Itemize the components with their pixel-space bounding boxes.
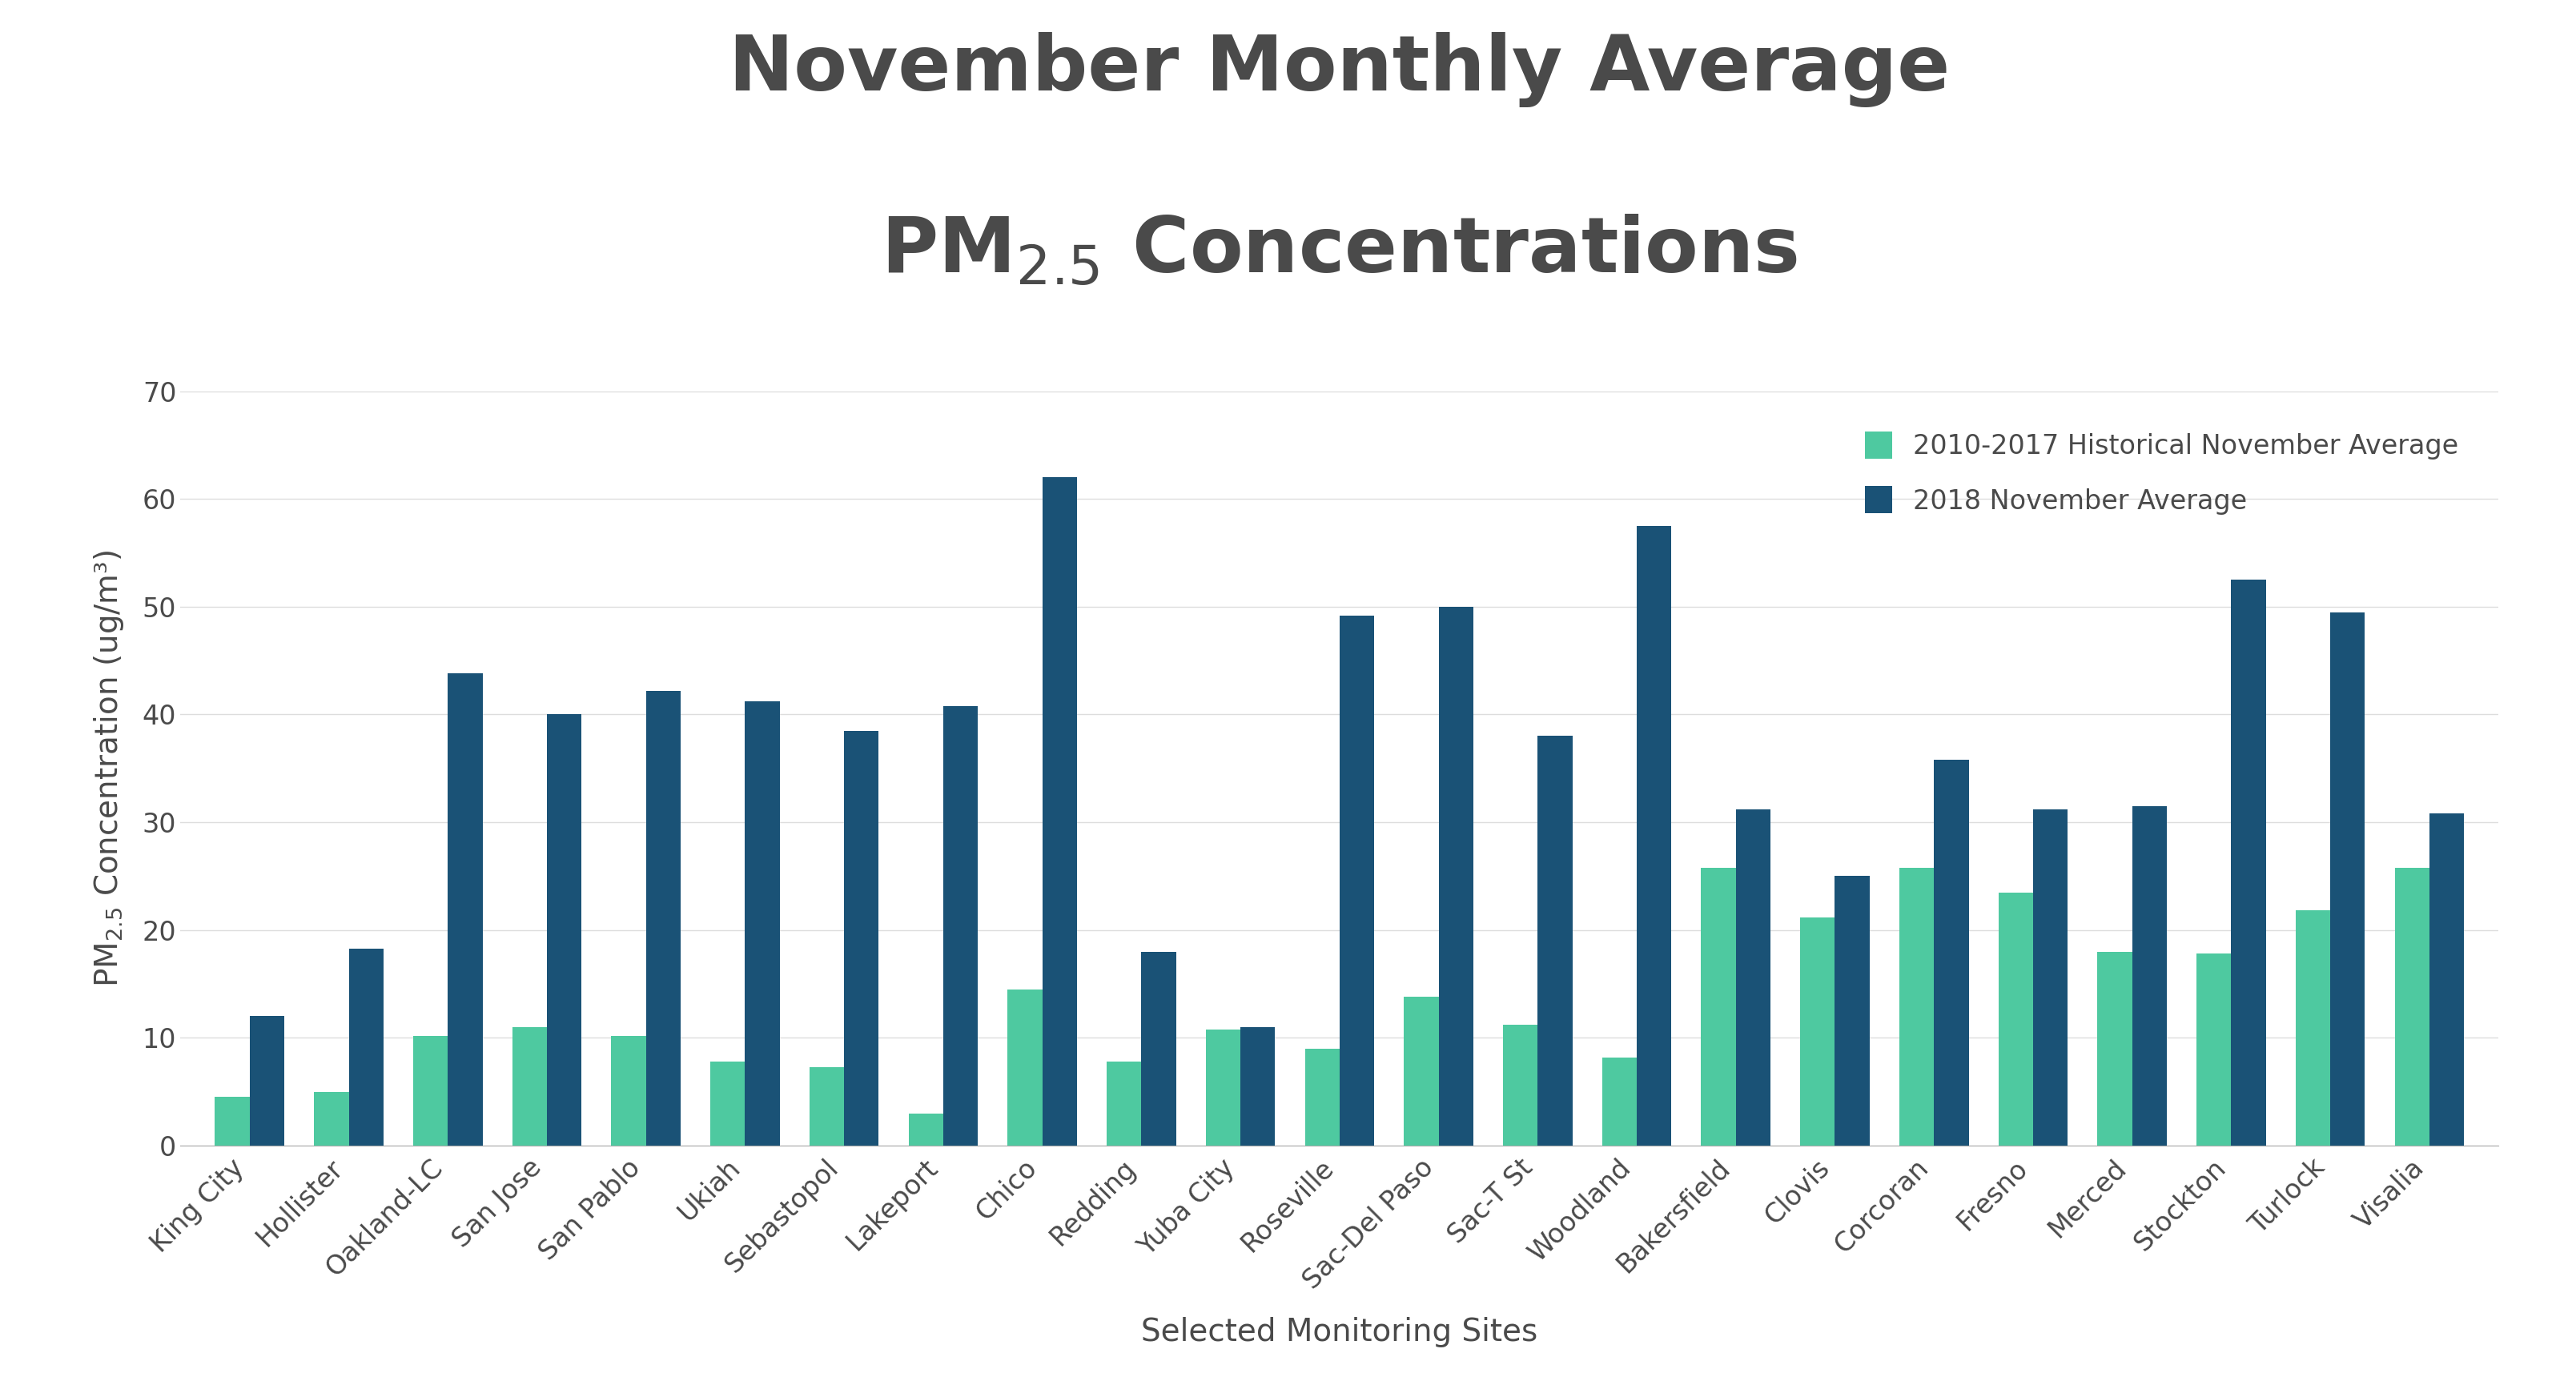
Bar	[348, 949, 384, 1146]
Bar	[448, 673, 482, 1146]
Bar	[1899, 868, 1935, 1146]
Bar	[1206, 1030, 1242, 1146]
Bar	[744, 701, 781, 1146]
Bar	[1242, 1027, 1275, 1146]
Bar	[1602, 1058, 1636, 1146]
Bar	[2295, 911, 2331, 1146]
Bar	[1700, 868, 1736, 1146]
Bar	[1801, 916, 1834, 1146]
Bar	[1736, 809, 1770, 1146]
Bar	[1007, 989, 1043, 1146]
Bar	[2396, 868, 2429, 1146]
Bar	[412, 1035, 448, 1146]
Bar	[1404, 997, 1437, 1146]
Bar	[2097, 951, 2133, 1146]
Bar	[1108, 1062, 1141, 1146]
Legend: 2010-2017 Historical November Average, 2018 November Average: 2010-2017 Historical November Average, 2…	[1839, 405, 2486, 541]
Bar	[909, 1113, 943, 1146]
Text: November Monthly Average: November Monthly Average	[729, 32, 1950, 108]
Bar	[1636, 525, 1672, 1146]
Bar	[1834, 876, 1870, 1146]
Bar	[2133, 806, 2166, 1146]
Bar	[845, 731, 878, 1146]
Bar	[1306, 1049, 1340, 1146]
Bar	[1141, 951, 1177, 1146]
Bar	[1999, 893, 2032, 1146]
Bar	[1437, 606, 1473, 1146]
Bar	[1043, 478, 1077, 1146]
Bar	[314, 1091, 348, 1146]
Bar	[809, 1067, 845, 1146]
Bar	[2429, 813, 2465, 1146]
Bar	[1538, 736, 1571, 1146]
Bar	[513, 1027, 546, 1146]
Bar	[1935, 760, 1968, 1146]
Bar	[711, 1062, 744, 1146]
Y-axis label: PM$_{2.5}$ Concentration (ug/m³): PM$_{2.5}$ Concentration (ug/m³)	[93, 549, 126, 988]
Bar	[214, 1097, 250, 1146]
Bar	[1340, 615, 1373, 1146]
Bar	[943, 705, 979, 1146]
Bar	[250, 1016, 283, 1146]
Text: PM$_{2.5}$ Concentrations: PM$_{2.5}$ Concentrations	[881, 214, 1798, 289]
Bar	[2032, 809, 2069, 1146]
Bar	[2331, 612, 2365, 1146]
Bar	[611, 1035, 647, 1146]
Bar	[546, 714, 582, 1146]
Bar	[2197, 954, 2231, 1146]
Bar	[1502, 1025, 1538, 1146]
Bar	[2231, 580, 2267, 1146]
X-axis label: Selected Monitoring Sites: Selected Monitoring Sites	[1141, 1317, 1538, 1348]
Bar	[647, 690, 680, 1146]
